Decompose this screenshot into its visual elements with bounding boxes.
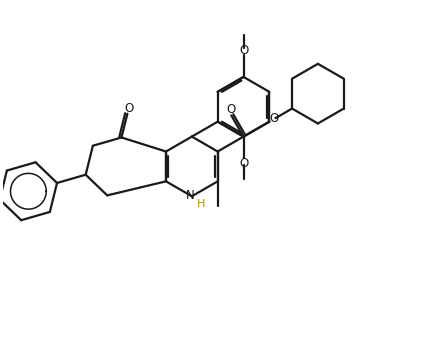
Text: O: O: [239, 43, 248, 57]
Text: N: N: [186, 188, 195, 202]
Text: H: H: [197, 199, 205, 209]
Text: O: O: [239, 157, 248, 170]
Text: O: O: [226, 103, 236, 116]
Text: O: O: [124, 102, 133, 115]
Text: O: O: [269, 113, 279, 125]
